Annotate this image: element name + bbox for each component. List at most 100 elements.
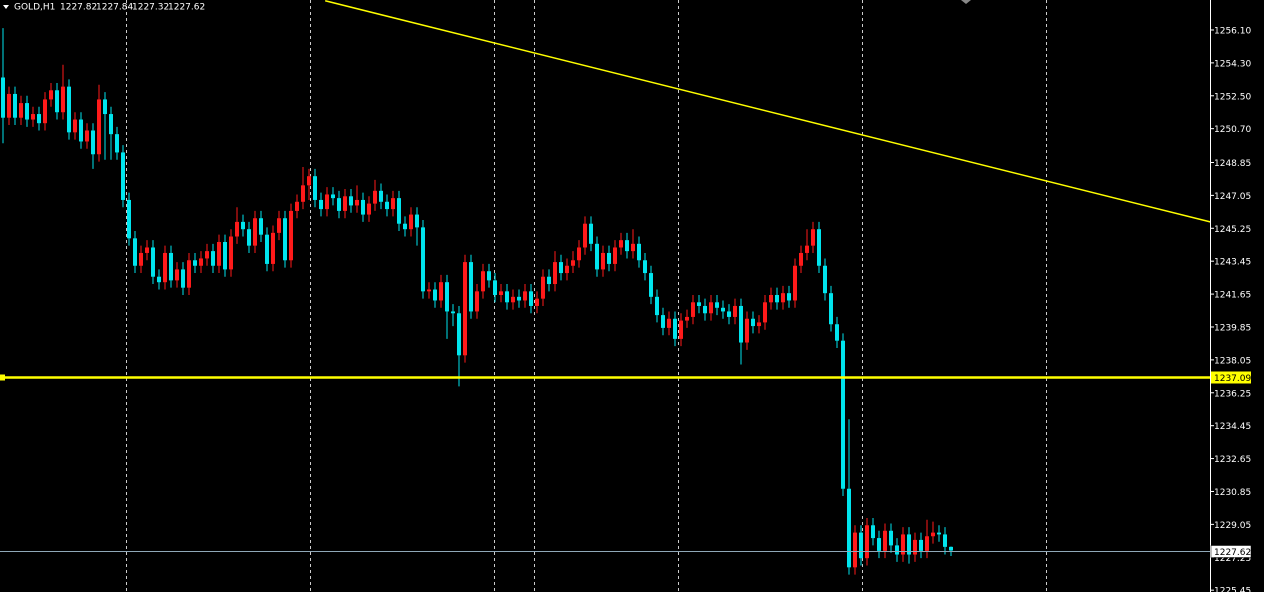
candle-body [877, 538, 881, 551]
candle-body [61, 86, 65, 113]
candle-body [625, 240, 629, 252]
candle-body [451, 311, 455, 314]
candle-body [601, 252, 605, 270]
candle-body [805, 245, 809, 253]
y-tick-label: 1230.85 [1214, 488, 1251, 498]
candle-body [577, 247, 581, 261]
candle-body [481, 271, 485, 292]
candle-body [247, 229, 251, 246]
candle-body [115, 134, 119, 153]
candle-body [691, 302, 695, 317]
candle-body [817, 229, 821, 266]
plot-area [0, 0, 1211, 592]
candle-body [925, 536, 929, 551]
candle-body [859, 532, 863, 559]
candle-body [223, 241, 227, 270]
candle-body [163, 252, 167, 283]
candle-body [619, 240, 623, 248]
candle-body [97, 99, 101, 155]
candle-body [685, 316, 689, 321]
candle-body [751, 318, 755, 327]
candle-body [823, 265, 827, 294]
candle-body [229, 236, 233, 270]
candle-body [709, 302, 713, 314]
candle-body [307, 176, 311, 186]
candle-body [847, 488, 851, 568]
candle-body [799, 252, 803, 266]
trend-line [325, 0, 1211, 223]
candle-body [109, 114, 113, 135]
candle-body [199, 258, 203, 266]
candle-body [907, 534, 911, 555]
candle-body [571, 260, 575, 266]
candle-body [43, 99, 47, 124]
candle-body [313, 176, 317, 200]
scroll-marker [961, 0, 971, 4]
candle-body [667, 318, 671, 328]
candle-body [133, 238, 137, 266]
candle-body [31, 114, 35, 120]
candle-body [301, 185, 305, 202]
candle-body [55, 90, 59, 113]
header-high: 1227.84 [96, 3, 133, 13]
y-tick-label: 1238.05 [1214, 356, 1251, 366]
candle-body [175, 269, 179, 281]
y-tick-label: 1241.65 [1214, 291, 1251, 301]
candle-body [391, 198, 395, 210]
candle-body [73, 119, 77, 133]
candle-body [181, 269, 185, 288]
candle-body [319, 199, 323, 210]
candle-body [37, 114, 41, 124]
candle-body [295, 201, 299, 211]
y-tick-label: 1247.05 [1214, 192, 1251, 202]
candle-body [241, 221, 245, 230]
candle-body [145, 247, 149, 253]
candle-body [205, 251, 209, 259]
candle-body [487, 271, 491, 281]
candle-body [169, 252, 173, 281]
candle-body [211, 251, 215, 266]
candle-body [535, 298, 539, 306]
bid-label-box [1210, 545, 1252, 558]
candle-body [91, 130, 95, 155]
candle-body [259, 218, 263, 235]
candle-body [841, 340, 845, 489]
candle-body [589, 223, 593, 244]
candle-body [397, 198, 401, 224]
candle-body [421, 227, 425, 292]
candle-body [679, 320, 683, 339]
candle-body [235, 221, 239, 237]
horizontal-line-anchor [0, 374, 5, 381]
header-close: 1227.62 [168, 3, 205, 13]
candle-body [499, 291, 503, 295]
candle-body [469, 262, 473, 312]
y-tick-label: 1254.30 [1214, 59, 1251, 69]
y-tick-label: 1225.45 [1214, 587, 1251, 592]
candle-body [811, 229, 815, 246]
candle-body [415, 214, 419, 228]
candle-body [355, 199, 359, 206]
candle-body [379, 190, 383, 202]
y-tick-label: 1227.25 [1214, 554, 1251, 564]
candle-body [511, 296, 515, 303]
candle-body [325, 194, 329, 210]
symbol-label: GOLD,H1 [14, 3, 55, 13]
candle-body [733, 305, 737, 317]
candle-body [187, 260, 191, 288]
candle-body [541, 276, 545, 299]
y-tick-label: 1236.25 [1214, 389, 1251, 399]
candle-body [937, 532, 941, 535]
candle-body [661, 315, 665, 328]
y-tick-label: 1232.65 [1214, 455, 1251, 465]
candle-body [217, 241, 221, 266]
candle-body [643, 260, 647, 274]
candle-body [853, 532, 857, 568]
candle-body [655, 296, 659, 316]
candle-body [919, 539, 923, 551]
candle-body [721, 307, 725, 312]
candle-body [85, 130, 89, 142]
header-low: 1227.32 [132, 3, 169, 13]
candle-body [769, 294, 773, 303]
candle-body [637, 243, 641, 261]
y-tick-label: 1245.25 [1214, 225, 1251, 235]
